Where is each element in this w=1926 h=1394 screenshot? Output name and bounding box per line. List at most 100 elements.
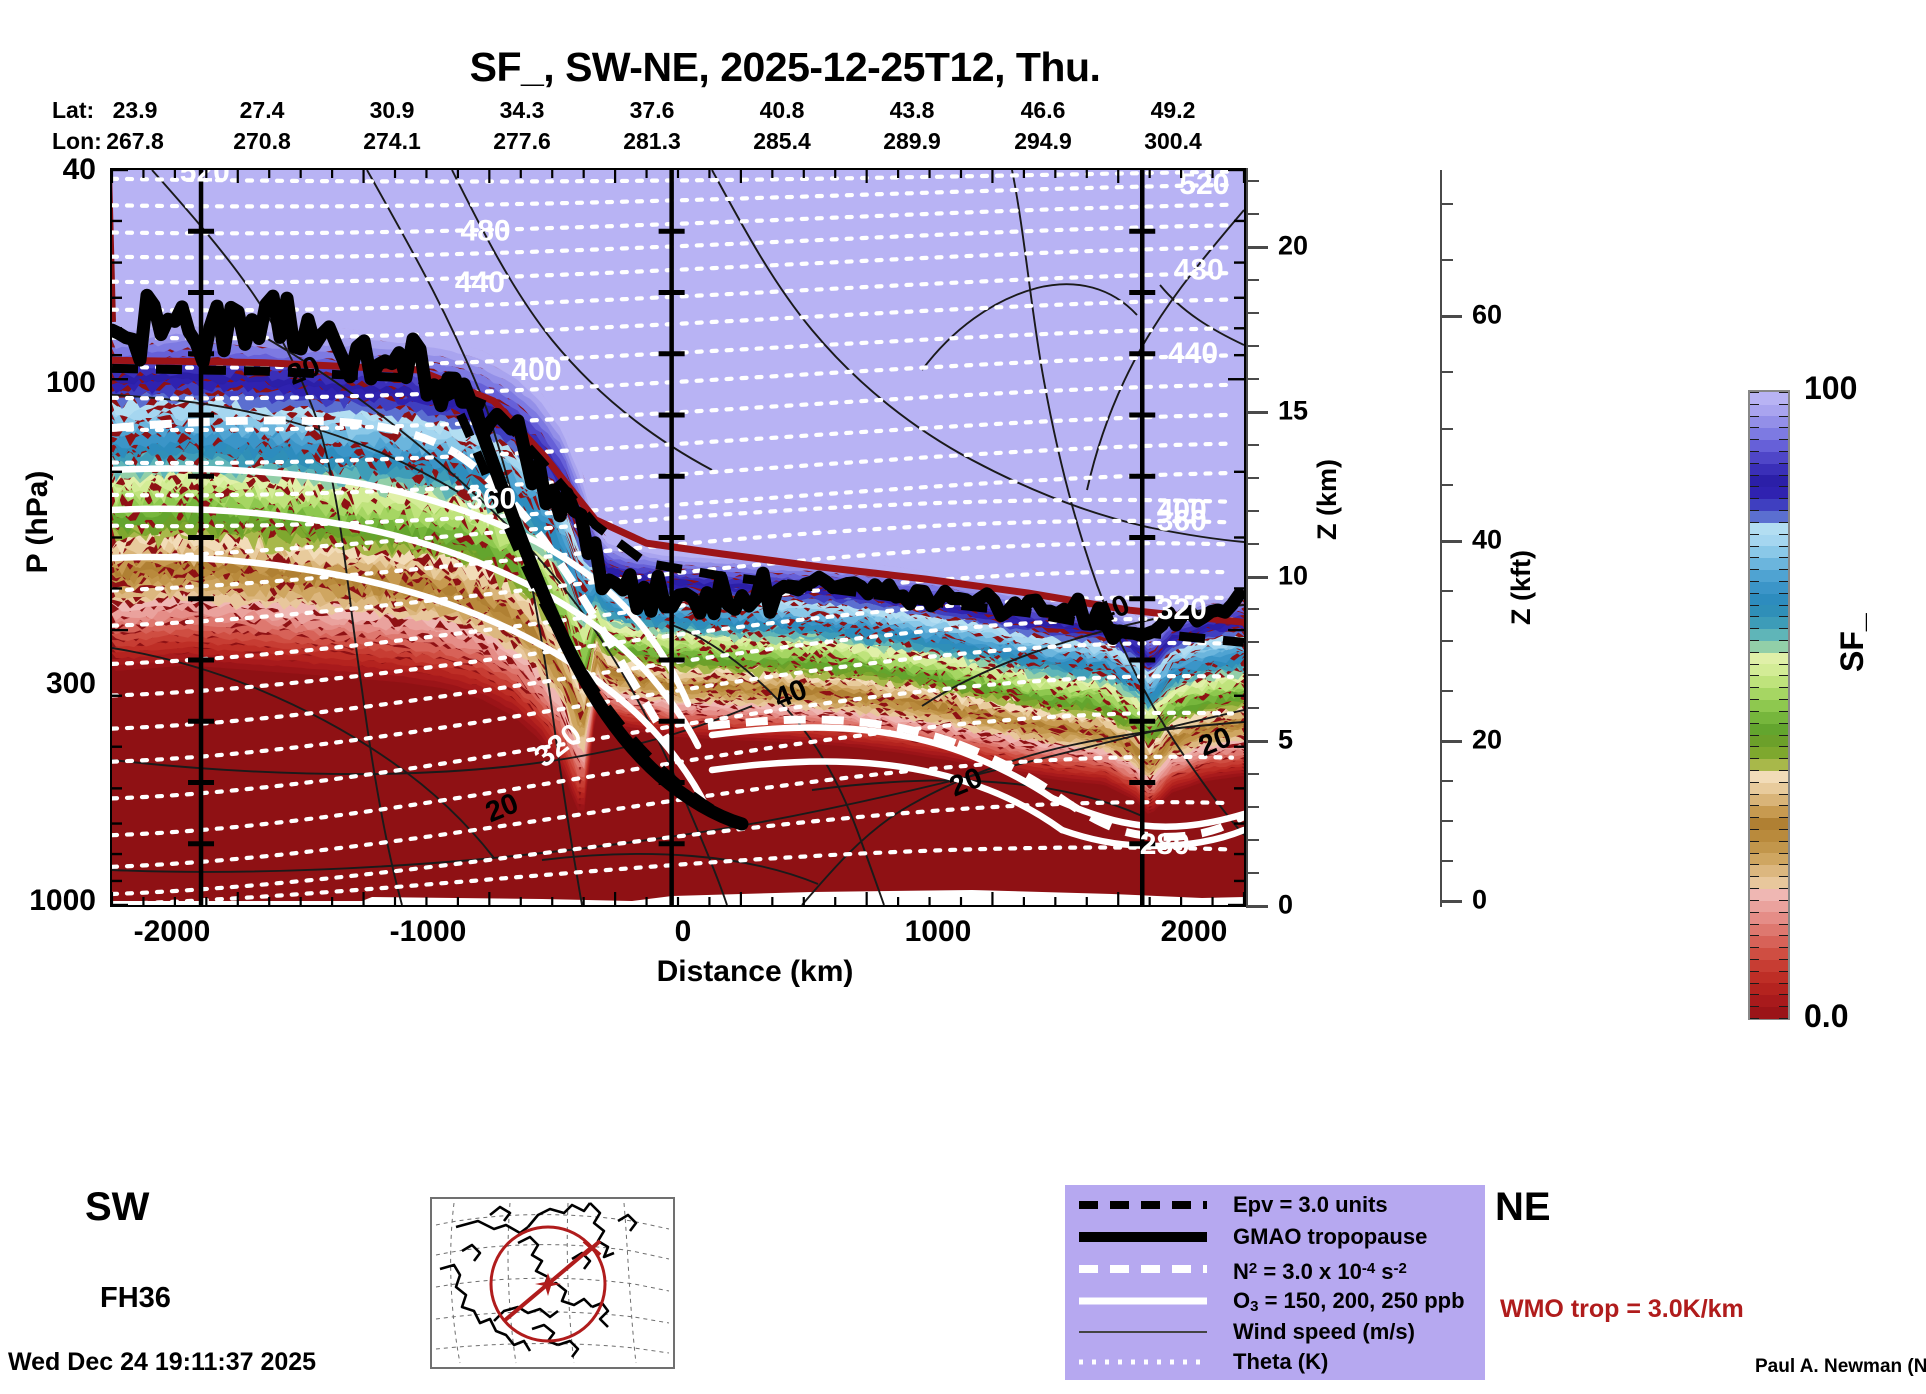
colorbar-tick xyxy=(1750,876,1759,878)
colorbar-tick xyxy=(1779,970,1788,972)
colorbar-band xyxy=(1750,427,1788,441)
colorbar-tick xyxy=(1750,805,1759,807)
colorbar-band xyxy=(1750,663,1788,677)
colorbar-tick xyxy=(1779,923,1788,925)
colorbar-tick xyxy=(1779,628,1788,630)
colorbar-tick xyxy=(1779,805,1788,807)
colorbar-tick xyxy=(1750,533,1759,535)
colorbar-tick xyxy=(1750,604,1759,606)
contour-label: 400 xyxy=(1157,494,1207,527)
zkft-tick xyxy=(1440,258,1453,261)
colorbar-tick xyxy=(1750,474,1759,476)
zkm-tick-label: 10 xyxy=(1278,560,1309,591)
z-kft-axis-title: Z (kft) xyxy=(1506,550,1536,625)
contour-label: 480 xyxy=(1174,253,1224,286)
colorbar-band xyxy=(1750,557,1788,570)
cross-section-plot[interactable]: 520 520 480 480 440 440 400 400 360 360 320 320 280 2… xyxy=(110,168,1246,907)
colorbar-tick xyxy=(1779,604,1788,606)
colorbar-tick xyxy=(1750,403,1759,405)
zkft-tick xyxy=(1440,860,1453,862)
colorbar-band xyxy=(1750,710,1788,724)
colorbar-band xyxy=(1750,510,1788,523)
zkm-tick xyxy=(1246,872,1259,875)
n2-contour xyxy=(454,450,630,673)
y-tick-label: 100 xyxy=(45,366,96,399)
colorbar-band xyxy=(1750,805,1788,818)
zkm-tick xyxy=(1246,608,1259,611)
colorbar-tick xyxy=(1779,899,1788,901)
colorbar-tick xyxy=(1750,947,1759,949)
colorbar-band xyxy=(1750,958,1788,972)
colorbar-tick xyxy=(1779,864,1788,866)
colorbar-tick xyxy=(1750,899,1759,901)
domain-circle xyxy=(489,1225,607,1343)
colorbar-tick xyxy=(1779,769,1788,771)
z-kft-axis-line xyxy=(1440,170,1442,907)
zkft-tick xyxy=(1440,315,1462,318)
colorbar-title: SF_ xyxy=(1834,613,1870,672)
colorbar-tick xyxy=(1779,498,1788,500)
location-inset-map[interactable] xyxy=(430,1197,675,1369)
lat-value: 43.8 xyxy=(889,97,935,123)
colorbar-tick xyxy=(1750,557,1759,559)
colorbar-tick xyxy=(1750,699,1759,701)
colorbar-tick xyxy=(1750,911,1759,913)
colorbar-tick xyxy=(1779,781,1788,783)
zkm-tick xyxy=(1246,707,1259,710)
legend-item: Wind speed (m/s) xyxy=(1065,1316,1485,1348)
lon-value: 281.3 xyxy=(623,128,681,154)
n2-contour xyxy=(956,740,1128,836)
zkft-tick-label: 20 xyxy=(1472,724,1503,755)
colorbar-band xyxy=(1750,840,1788,854)
colorbar-tick xyxy=(1750,746,1759,748)
ozone-contour xyxy=(1048,794,1244,830)
epv-contour xyxy=(112,363,1244,647)
colorbar-band xyxy=(1750,758,1788,771)
contour-label: 280 xyxy=(1140,828,1190,861)
colorbar[interactable] xyxy=(1748,390,1790,1020)
zkft-tick xyxy=(1440,202,1453,205)
colorbar-band xyxy=(1750,876,1788,889)
colorbar-tick xyxy=(1779,911,1788,913)
colorbar-band xyxy=(1750,592,1788,606)
zkm-tick-label: 0 xyxy=(1278,889,1294,920)
colorbar-tick xyxy=(1779,947,1788,949)
colorbar-tick xyxy=(1779,829,1788,831)
y-tick-label: 40 xyxy=(62,153,96,186)
contour-label: 520 xyxy=(180,170,230,189)
colorbar-band xyxy=(1750,722,1788,736)
lon-value: 277.6 xyxy=(493,128,551,154)
colorbar-tick xyxy=(1779,758,1788,760)
colorbar-band xyxy=(1750,911,1788,925)
lon-value: 294.9 xyxy=(1014,128,1072,154)
colorbar-band xyxy=(1750,947,1788,960)
lat-value: 49.2 xyxy=(1150,97,1196,123)
epv-swatch-icon xyxy=(1079,1201,1207,1209)
lat-value: 37.6 xyxy=(629,97,675,123)
contour-label: 520 xyxy=(1179,170,1229,201)
legend-box[interactable]: Epv = 3.0 units GMAO tropopause N2 = 3.0… xyxy=(1065,1185,1485,1380)
lat-value: 30.9 xyxy=(369,97,415,123)
colorbar-tick xyxy=(1750,888,1759,890)
colorbar-tick xyxy=(1750,769,1759,771)
plot-tick-layer xyxy=(112,170,1244,905)
zkm-tick xyxy=(1246,180,1259,183)
colorbar-tick xyxy=(1779,486,1788,488)
colorbar-tick xyxy=(1750,1018,1759,1019)
zkft-tick-label: 60 xyxy=(1472,299,1503,330)
legend-label: Theta (K) xyxy=(1233,1349,1329,1374)
colorbar-tick xyxy=(1750,722,1759,724)
zkm-tick xyxy=(1246,246,1268,249)
legend-item: N2 = 3.0 x 10-4 s-2 xyxy=(1065,1253,1485,1285)
gmao-tropopause-fold xyxy=(457,377,749,831)
ozone-swatch-icon xyxy=(1079,1297,1207,1305)
x-tick-label: 0 xyxy=(674,915,692,948)
colorbar-band xyxy=(1750,829,1788,842)
colorbar-tick xyxy=(1750,510,1759,512)
zkm-tick xyxy=(1246,344,1259,347)
wmo-tropopause-note: WMO trop = 3.0K/km xyxy=(1500,1295,1744,1323)
lat-value: 23.9 xyxy=(112,97,158,123)
zkm-tick xyxy=(1246,773,1259,776)
zkm-tick-label: 5 xyxy=(1278,724,1294,755)
y-tick-label: 1000 xyxy=(29,884,96,917)
